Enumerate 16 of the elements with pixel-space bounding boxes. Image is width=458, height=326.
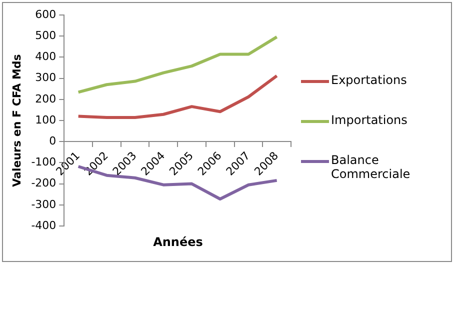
y-tick-label: 600 <box>35 8 56 21</box>
y-tick-label: 200 <box>35 92 56 106</box>
legend-label: Balance Commerciale <box>331 153 412 181</box>
y-axis-title: Valeurs en F CFA Mds <box>10 54 24 187</box>
legend-label: Exportations <box>331 73 408 87</box>
y-tick-label: -400 <box>31 218 56 232</box>
legend-label: Importations <box>331 113 408 127</box>
y-tick-label: -300 <box>31 198 56 211</box>
y-tick-label: 100 <box>35 113 56 126</box>
y-tick-label: 500 <box>35 28 56 42</box>
x-axis-title: Années <box>152 235 204 249</box>
y-tick-label: -100 <box>31 156 56 169</box>
y-tick-label: 400 <box>35 50 56 64</box>
y-tick-label: -200 <box>31 176 56 190</box>
y-tick-label: 0 <box>49 134 56 148</box>
y-tick-label: 300 <box>35 71 56 84</box>
